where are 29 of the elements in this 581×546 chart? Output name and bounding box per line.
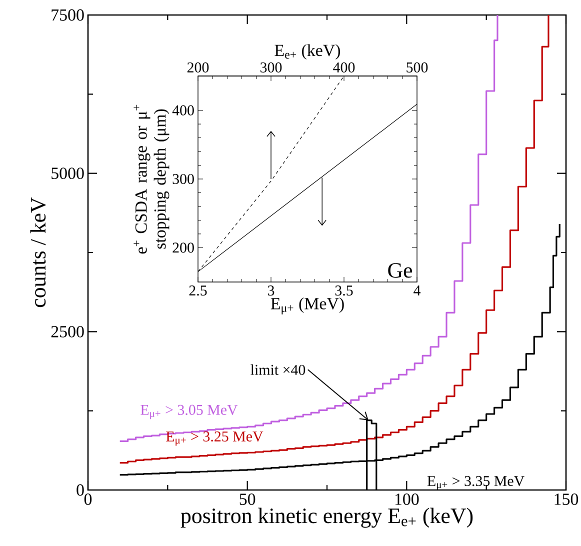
x-tick-label: 50	[240, 494, 256, 505]
x-tick-label: 3.5	[335, 286, 353, 296]
y-tick-label: 7500	[52, 9, 84, 21]
y-tick-label: 0	[76, 484, 84, 496]
x-axis-title: E$_{μ+}$ (MeV)	[270, 297, 344, 314]
legend-label: E$_{μ+}$ > 3.35 MeV	[427, 476, 524, 490]
series-label: E$_{μ+}$ > 3.05 MeV	[140, 404, 238, 420]
x2-tick-label: 300	[260, 62, 282, 72]
x-tick-label: 3	[268, 286, 274, 296]
y-tick-label: 5000	[52, 168, 84, 180]
annotation: limit ×40	[250, 364, 306, 375]
annotation: Ge	[388, 263, 412, 278]
y-tick-label: 400	[172, 105, 194, 116]
x-axis-title: positron kinetic energy E$_{e+}$ (keV)	[180, 508, 473, 528]
x-tick-label: 0	[84, 494, 92, 505]
y-tick-label: 300	[172, 174, 194, 184]
x-tick-label: 150	[554, 494, 578, 505]
text: e$^{+}$ CSDA range or μ$^{+}$ stopping depth (μm)	[134, 104, 170, 254]
x2-tick-label: 200	[187, 62, 209, 72]
series-label: E$_{μ+}$ > 3.25 MeV	[166, 431, 264, 446]
x2-axis-title: E$_{e+}$ (keV)	[274, 44, 340, 60]
x-tick-label: 2.5	[189, 286, 207, 296]
x2-tick-label: 500	[406, 62, 428, 72]
y-tick-label: 2500	[51, 326, 84, 338]
x-tick-label: 4	[414, 286, 420, 296]
x2-tick-label: 400	[333, 62, 355, 72]
y-tick-label: 200	[172, 242, 194, 253]
x-tick-label: 100	[395, 494, 419, 505]
y-axis-title: counts / keV	[30, 197, 46, 308]
